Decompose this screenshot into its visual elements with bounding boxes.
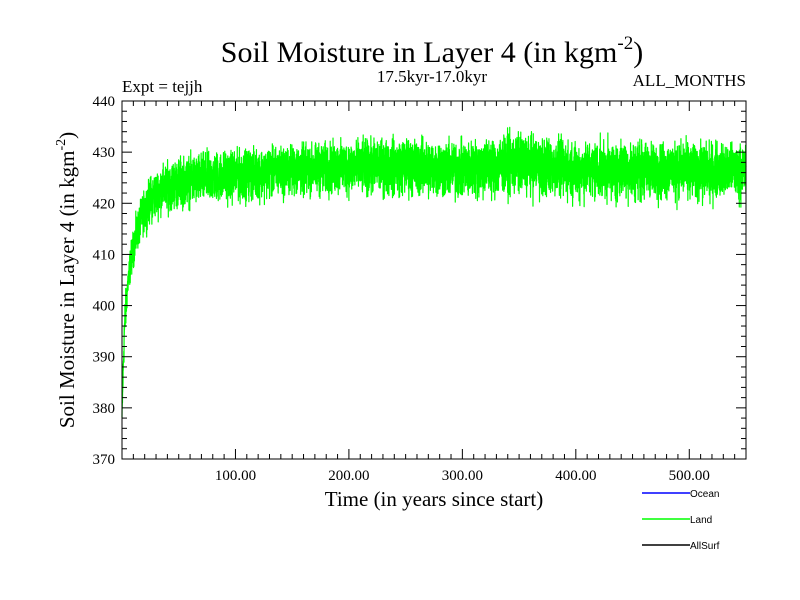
y-tick-label: 410 bbox=[93, 247, 116, 263]
series-line-land bbox=[121, 126, 747, 418]
x-axis-ticks: 100.00 200.00 300.00 400.00 500.00 bbox=[121, 101, 747, 484]
y-tick-label: 390 bbox=[93, 350, 116, 366]
y-tick-label: 400 bbox=[93, 299, 116, 315]
x-tick-label: 200.00 bbox=[328, 468, 369, 484]
x-tick-label: 100.00 bbox=[215, 468, 256, 484]
y-tick-label: 420 bbox=[93, 196, 116, 212]
y-tick-label: 380 bbox=[93, 401, 116, 417]
chart-title: Soil Moisture in Layer 4 (in kgm-2) bbox=[221, 33, 643, 69]
legend-allsurf-label: AllSurf bbox=[690, 541, 720, 552]
series-layer bbox=[121, 126, 747, 418]
legend: Ocean Land AllSurf bbox=[642, 489, 720, 552]
experiment-label: Expt = tejjh bbox=[122, 77, 203, 96]
x-tick-label: 500.00 bbox=[669, 468, 710, 484]
y-axis-ticks: 370 380 390 400 410 420 430 440 bbox=[93, 94, 746, 468]
months-label: ALL_MONTHS bbox=[633, 71, 746, 90]
y-tick-label: 370 bbox=[93, 452, 116, 468]
legend-ocean-label: Ocean bbox=[690, 489, 719, 500]
x-tick-label: 300.00 bbox=[442, 468, 483, 484]
y-axis-label: Soil Moisture in Layer 4 (in kgm-2) bbox=[54, 132, 79, 428]
time-range-label: 17.5kyr-17.0kyr bbox=[377, 67, 487, 86]
x-axis-label: Time (in years since start) bbox=[325, 487, 544, 511]
legend-land-label: Land bbox=[690, 515, 712, 526]
y-tick-label: 440 bbox=[93, 94, 116, 110]
x-tick-label: 400.00 bbox=[555, 468, 596, 484]
y-tick-label: 430 bbox=[93, 145, 116, 161]
plot-frame bbox=[121, 100, 747, 460]
